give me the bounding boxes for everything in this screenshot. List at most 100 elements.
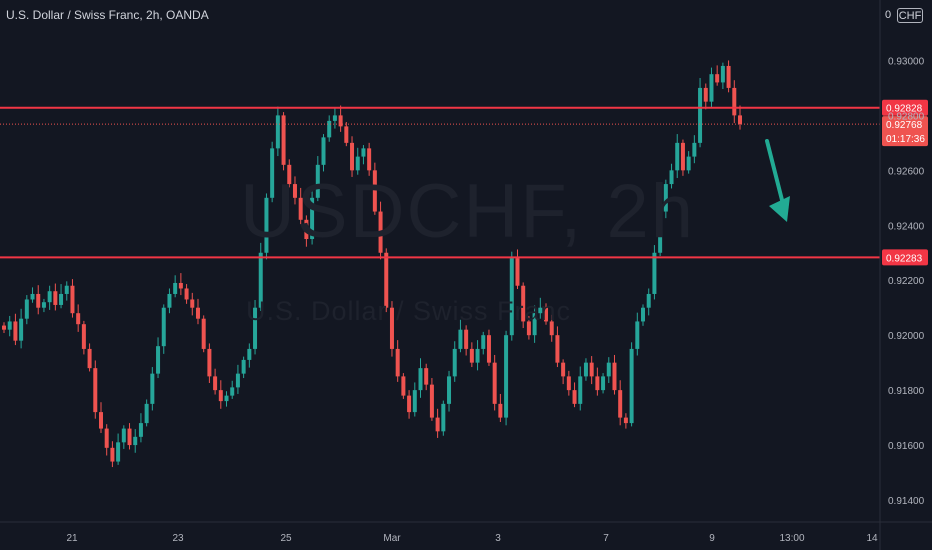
y-tick-label: 0.91400 — [888, 496, 925, 507]
candle-body — [116, 442, 121, 462]
candle — [652, 245, 657, 300]
candle — [361, 145, 366, 165]
candle-body — [110, 447, 115, 462]
candle-body — [19, 318, 24, 341]
chart-title: U.S. Dollar / Swiss Franc, 2h, OANDA — [6, 8, 209, 22]
y-tick-label: 0.92600 — [888, 166, 925, 177]
candle-body — [424, 368, 429, 385]
candle — [389, 301, 394, 357]
candle-body — [618, 390, 623, 418]
candle-body — [680, 142, 685, 171]
candle-body — [692, 142, 697, 157]
candle-body — [652, 252, 657, 294]
x-tick-label: 23 — [172, 533, 184, 544]
candle — [418, 358, 423, 398]
candle-body — [583, 362, 588, 377]
y-tick-label: 0.92400 — [888, 221, 925, 232]
annotation-layer — [765, 139, 790, 222]
candle-body — [538, 307, 543, 314]
candle — [121, 425, 126, 449]
candle-body — [521, 285, 526, 322]
candle — [698, 78, 703, 148]
candle — [70, 279, 75, 318]
candle-body — [384, 252, 389, 308]
candle-body — [344, 126, 349, 143]
candle — [350, 136, 355, 177]
candle — [566, 370, 571, 396]
candle — [475, 340, 480, 371]
candle — [498, 393, 503, 422]
candle — [247, 343, 252, 368]
candle — [635, 312, 640, 356]
candle — [64, 281, 69, 301]
candle-body — [36, 293, 41, 308]
candle-body — [612, 362, 617, 391]
candle — [703, 83, 708, 110]
candle — [738, 105, 742, 130]
candle-body — [378, 211, 383, 253]
candle-body — [447, 376, 452, 404]
candle — [407, 390, 412, 419]
candle — [515, 249, 520, 290]
candle — [623, 413, 628, 429]
y-tick-label: 0.91600 — [888, 441, 925, 452]
candle-body — [675, 142, 680, 171]
candle-body — [372, 170, 377, 212]
candle-body — [504, 335, 509, 418]
candle-body — [469, 348, 474, 363]
candle-body — [207, 348, 212, 377]
y-tick-label: 0.92000 — [888, 331, 925, 342]
levels-layer: 0.92828 0.92283 0.92768 01:17:36 — [0, 99, 928, 266]
candle — [321, 134, 326, 172]
current-price-tag — [882, 116, 928, 147]
candle-body — [161, 307, 166, 347]
candle-body — [509, 258, 514, 336]
candle — [732, 80, 737, 124]
candle-body — [435, 417, 440, 432]
candle — [310, 191, 315, 245]
candle — [213, 368, 218, 395]
x-tick-label: 21 — [66, 533, 78, 544]
countdown-label: 01:17:36 — [886, 134, 925, 145]
candle — [367, 142, 372, 176]
candle — [447, 370, 452, 412]
candle-body — [589, 362, 594, 377]
candle-body — [281, 115, 286, 165]
candle — [161, 304, 166, 354]
candle-body — [310, 197, 315, 240]
x-tick-label: 9 — [709, 533, 715, 544]
candle — [173, 275, 178, 298]
candle — [275, 106, 280, 157]
candle-body — [555, 335, 560, 363]
candle — [195, 298, 200, 325]
candle — [395, 340, 400, 382]
candle-body — [458, 329, 463, 349]
candle — [7, 315, 12, 337]
candle-body — [275, 115, 280, 149]
candle-body — [104, 428, 109, 448]
candle-body — [247, 348, 252, 360]
candle — [572, 382, 577, 408]
candle-body — [270, 148, 275, 198]
candle-body — [81, 324, 86, 349]
currency-button[interactable]: CHF — [897, 8, 923, 23]
candle-body — [669, 170, 674, 185]
candle-body — [258, 252, 263, 308]
candle — [686, 151, 691, 174]
candle — [30, 287, 35, 303]
candle — [561, 359, 566, 385]
candle — [629, 342, 634, 427]
candle — [532, 305, 537, 343]
candle-body — [24, 299, 29, 319]
candle — [372, 162, 377, 215]
candle-body — [361, 148, 366, 157]
candle-body — [235, 373, 240, 388]
candle — [344, 121, 349, 147]
candle — [549, 314, 554, 342]
candle-body — [144, 403, 149, 424]
candle — [521, 282, 526, 329]
candle — [469, 342, 474, 368]
candle — [47, 285, 52, 310]
candle-body — [663, 184, 668, 212]
